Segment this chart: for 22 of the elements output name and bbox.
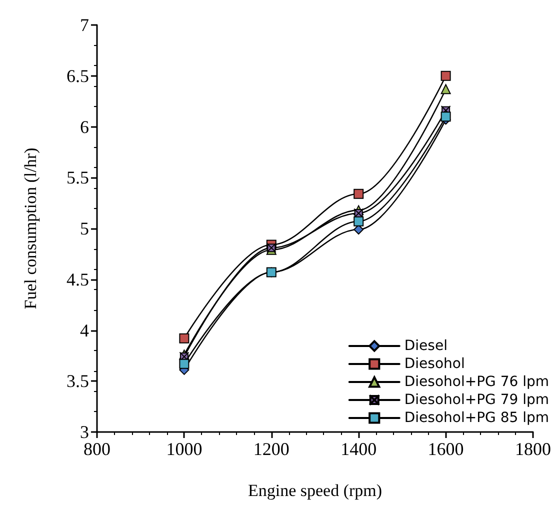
y-tick-label: 5: [80, 218, 89, 238]
legend-label: Diesel: [404, 338, 448, 354]
x-tick-label: 1800: [515, 439, 551, 459]
legend-label: Diesohol+PG 79 lpm: [404, 392, 550, 408]
legend-label: Diesohol: [404, 356, 465, 372]
y-tick-label: 3: [80, 422, 89, 442]
x-tick-label: 1400: [340, 439, 377, 459]
y-axis-title: Fuel consumption (l/hr): [21, 148, 40, 310]
y-tick-label: 5.5: [66, 168, 89, 188]
y-tick-label: 6: [80, 116, 89, 137]
x-tick-label: 800: [84, 439, 110, 459]
x-axis-title: Engine speed (rpm): [248, 481, 382, 500]
x-tick-label: 1000: [166, 439, 202, 459]
y-tick-label: 6.5: [66, 66, 89, 86]
y-tick-label: 3.5: [66, 371, 89, 392]
x-tick-label: 1600: [428, 439, 464, 459]
legend-label: Diesohol+PG 85 lpm: [404, 410, 550, 426]
legend-label: Diesohol+PG 76 lpm: [404, 374, 550, 390]
y-tick-label: 4.5: [66, 269, 89, 290]
y-tick-label: 7: [80, 15, 89, 35]
x-tick-label: 1200: [253, 439, 290, 459]
y-tick-label: 4: [80, 320, 89, 340]
